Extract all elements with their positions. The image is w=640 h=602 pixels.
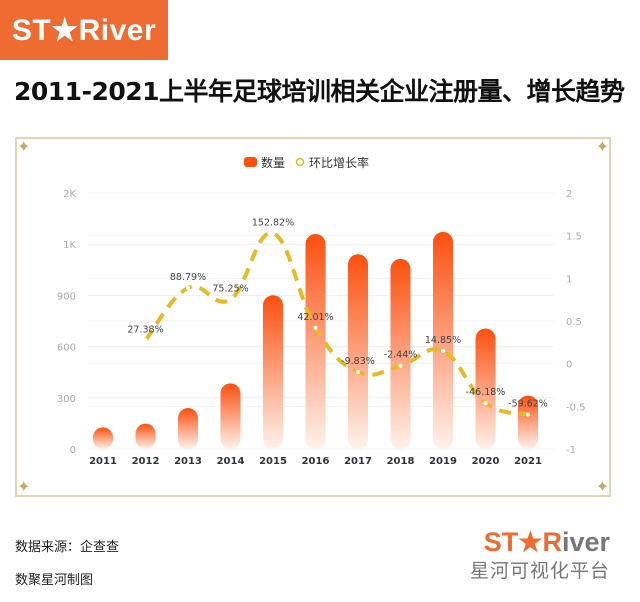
x-tick-label: 2015: [259, 456, 287, 467]
corner-ornament-icon: ✦: [17, 477, 31, 496]
bar-2012: [135, 423, 156, 449]
growth-point: [313, 325, 318, 330]
growth-data-label: -46.18%: [466, 387, 506, 398]
right-tick-label: 0.5: [566, 317, 582, 328]
growth-data-label: 152.82%: [252, 217, 294, 228]
corner-ornament-icon: ✦: [595, 477, 609, 496]
x-tick-label: 2013: [174, 456, 202, 467]
legend-line-swatch: [295, 157, 305, 167]
growth-data-label: -9.83%: [341, 356, 375, 367]
left-tick-label: 600: [57, 343, 76, 354]
legend: 数量 环比增长率: [244, 155, 369, 170]
right-tick-label: 1.5: [566, 232, 582, 243]
x-tick-label: 2016: [302, 456, 330, 467]
growth-data-label: 75.25%: [212, 283, 248, 294]
growth-data-label: 27.38%: [127, 324, 163, 335]
right-tick-label: -1: [566, 445, 576, 456]
growth-point: [356, 370, 360, 375]
right-tick-label: 0: [566, 360, 572, 371]
x-tick-label: 2020: [472, 456, 500, 467]
x-tick-label: 2012: [132, 456, 160, 467]
left-tick-label: 1K: [63, 240, 76, 251]
left-tick-label: 300: [57, 394, 76, 405]
bar-2018: [390, 258, 411, 449]
corner-ornament-icon: ✦: [595, 137, 609, 156]
growth-data-label: -59.62%: [508, 399, 548, 410]
bar-2020: [475, 328, 496, 449]
growth-point: [228, 297, 233, 302]
growth-point: [441, 348, 445, 353]
legend-line-label: 环比增长率: [309, 155, 369, 170]
chart-maker: 数聚星河制图: [15, 573, 94, 588]
x-tick-label: 2019: [429, 456, 457, 467]
x-tick-label: 2011: [89, 456, 117, 467]
growth-point: [271, 231, 275, 236]
right-tick-label: 1: [566, 274, 572, 285]
growth-point: [526, 412, 530, 417]
logo-cn: 星河可视化平台: [469, 560, 610, 582]
growth-point: [186, 285, 190, 290]
growth-rate-line: [143, 231, 529, 417]
growth-data-label: 88.79%: [170, 272, 206, 283]
x-tick-label: 2017: [344, 456, 372, 467]
bar-2016: [305, 233, 326, 449]
left-tick-label: 900: [57, 291, 76, 302]
growth-point: [483, 401, 488, 406]
growth-data-label: 14.85%: [425, 335, 461, 346]
bar-2017: [348, 254, 368, 449]
growth-point: [398, 363, 403, 368]
legend-bar-label: 数量: [261, 155, 285, 170]
growth-data-label: -2.44%: [384, 350, 418, 361]
x-tick-label: 2018: [387, 456, 415, 467]
growth-data-label: 42.01%: [297, 312, 333, 323]
bar-2019: [433, 231, 453, 449]
bar-2021: [518, 395, 538, 449]
right-tick-label: 2: [566, 189, 572, 200]
chart-title: 2011-2021上半年足球培训相关企业注册量、增长趋势: [14, 77, 625, 106]
bar-2011: [93, 427, 113, 449]
right-tick-label: -0.5: [566, 402, 586, 413]
legend-bar-swatch: [244, 157, 257, 167]
starriver-logo: ST★River: [0, 0, 168, 60]
logo-part-b: iver: [561, 527, 610, 557]
data-source: 数据来源：企查查: [15, 540, 120, 555]
left-tick-label: 0: [70, 445, 76, 456]
bar-2015: [263, 295, 283, 449]
left-tick-label: 2K: [63, 189, 76, 200]
logo-part-a: ST★R: [483, 527, 562, 557]
bar-2013: [178, 408, 198, 449]
x-tick-label: 2014: [217, 456, 245, 467]
corner-ornament-icon: ✦: [17, 137, 31, 156]
starriver-footer-logo: ST★River 星河可视化平台: [470, 528, 610, 583]
growth-point: [143, 338, 148, 343]
bar-2014: [220, 383, 241, 449]
x-tick-label: 2021: [514, 456, 542, 467]
